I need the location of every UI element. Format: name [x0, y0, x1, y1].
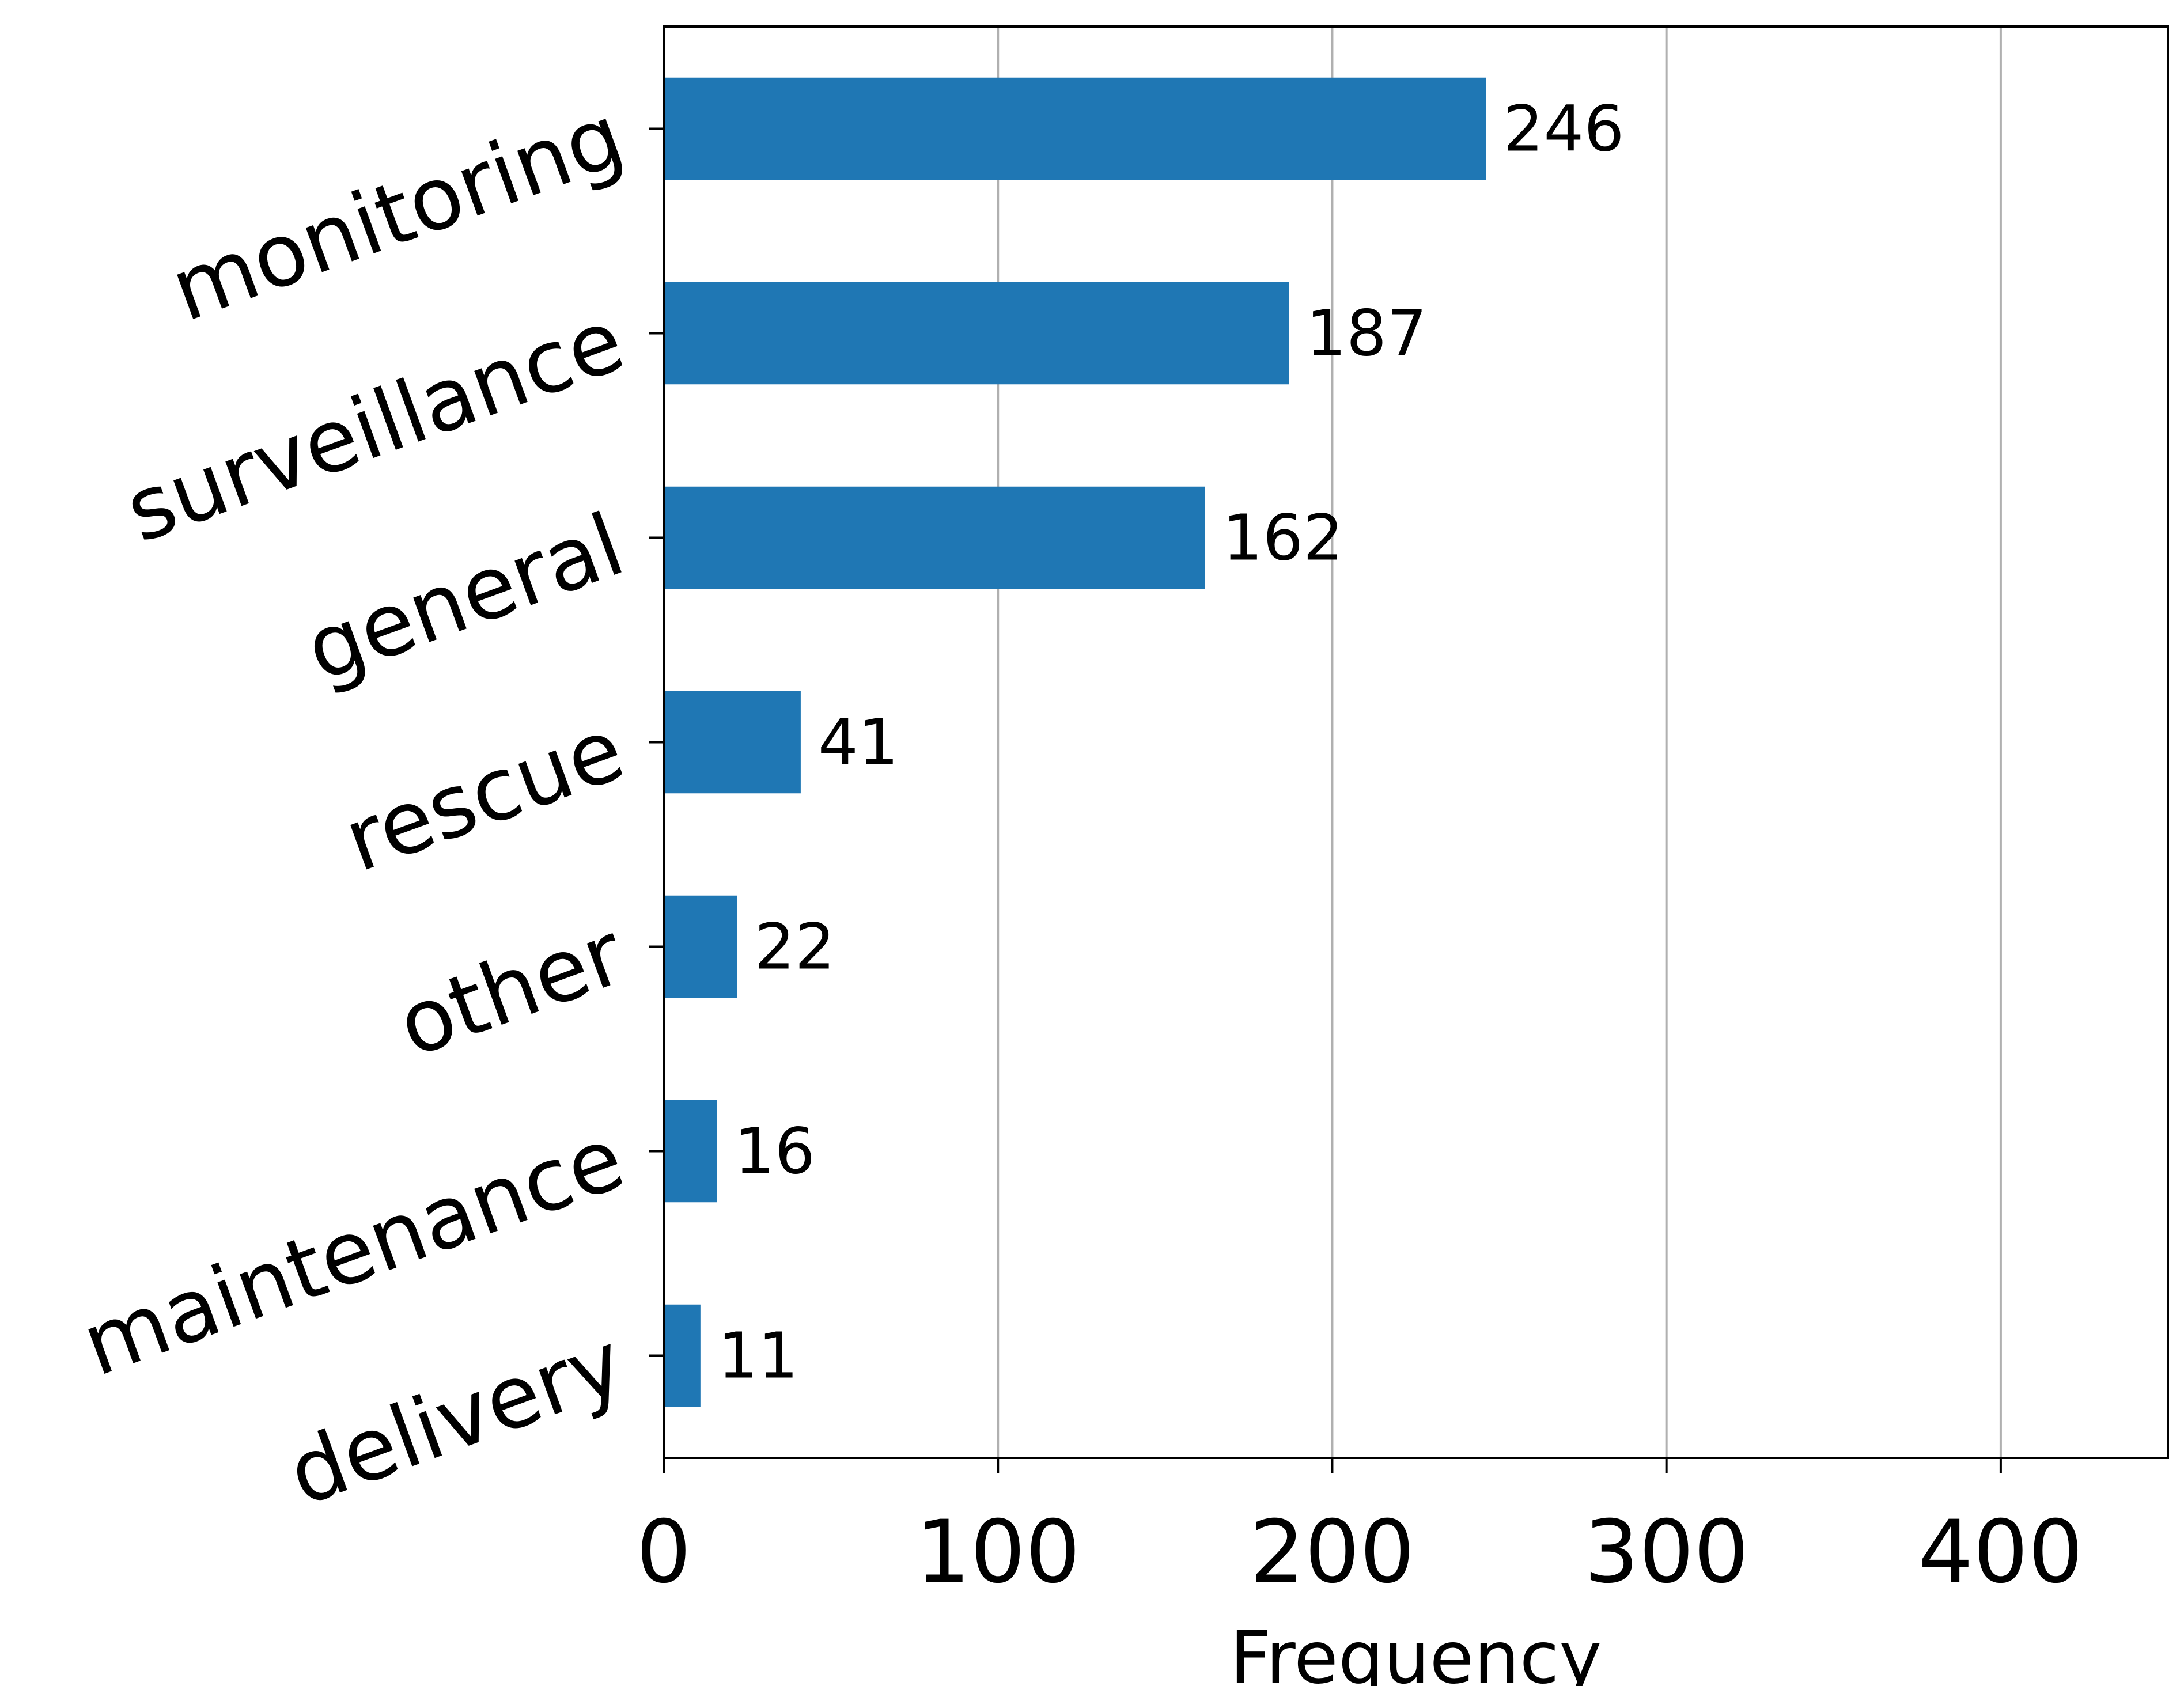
category-label-other: other	[385, 904, 636, 1077]
category-label-rescue: rescue	[332, 699, 636, 892]
bar-maintenance	[664, 1100, 717, 1203]
x-axis-label: Frequency	[1230, 1616, 1602, 1686]
x-tick-label: 100	[915, 1502, 1080, 1602]
y-axis-ticks	[649, 127, 664, 1357]
value-label-monitoring: 246	[1503, 92, 1624, 166]
category-label-general: general	[293, 495, 636, 702]
x-tick-label: 0	[636, 1502, 691, 1602]
bar-monitoring	[664, 77, 1486, 180]
category-labels: monitoringsurveillancegeneralrescueother…	[70, 86, 636, 1526]
x-tick-label: 400	[1918, 1502, 2083, 1602]
x-tick-label: 200	[1250, 1502, 1414, 1602]
value-label-maintenance: 16	[735, 1115, 815, 1188]
bars	[664, 77, 1486, 1407]
category-label-delivery: delivery	[276, 1313, 637, 1526]
value-label-rescue: 41	[818, 706, 899, 779]
value-label-general: 162	[1222, 501, 1343, 575]
bar-delivery	[664, 1304, 701, 1407]
value-label-surveillance: 187	[1306, 297, 1427, 370]
bar-other	[664, 895, 737, 998]
bar-general	[664, 486, 1205, 589]
bar-rescue	[664, 691, 801, 794]
value-labels: 246 187 162 41 22 16 11	[718, 92, 1624, 1393]
value-label-delivery: 11	[718, 1319, 798, 1393]
category-label-monitoring: monitoring	[158, 86, 636, 342]
plot-frame	[663, 25, 2169, 1459]
x-axis-ticks: 0 100 200 300 400	[636, 1458, 2083, 1602]
x-tick-label: 300	[1584, 1502, 1749, 1602]
grid-lines	[997, 26, 2002, 1458]
value-label-other: 22	[755, 910, 835, 984]
bar-surveillance	[664, 282, 1289, 385]
